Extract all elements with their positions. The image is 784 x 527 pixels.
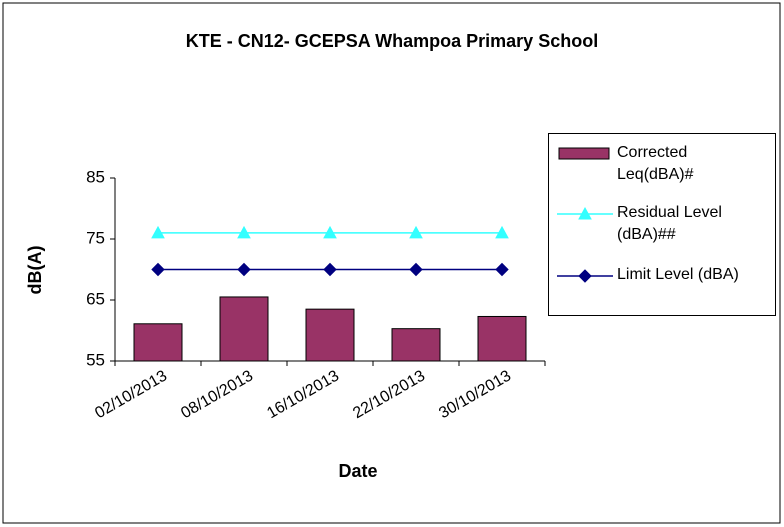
marker [151, 262, 165, 277]
y-tick-label: 85 [86, 167, 105, 186]
marker [495, 225, 509, 239]
legend: Corrected Leq(dBA)# Residual Level (dBA)#… [548, 133, 776, 316]
legend-icon [557, 269, 613, 283]
marker [409, 225, 423, 239]
y-tick-label: 55 [86, 350, 105, 369]
y-tick-label: 65 [86, 289, 105, 308]
legend-icon [557, 206, 613, 220]
marker [578, 206, 592, 220]
marker [151, 225, 165, 239]
marker [323, 225, 337, 239]
marker [237, 262, 251, 277]
bar [477, 315, 527, 362]
chart-title: KTE - CN12- GCEPSA Whampoa Primary Schoo… [186, 31, 598, 51]
legend-label: Limit Level (dBA) [617, 266, 739, 283]
marker [409, 262, 423, 277]
marker [237, 225, 251, 239]
legend-label: Corrected Leq(dBA)# [617, 144, 694, 183]
bar [219, 296, 269, 362]
x-axis-label: Date [338, 461, 377, 481]
marker [495, 262, 509, 277]
y-axis-label: dB(A) [25, 246, 45, 295]
legend-swatch [558, 147, 610, 160]
marker [323, 262, 337, 277]
legend-label: Residual Level (dBA)## [617, 204, 722, 243]
y-tick-label: 75 [86, 228, 105, 247]
marker [578, 269, 592, 283]
bar [133, 323, 183, 362]
legend-icon [558, 147, 610, 160]
bar [305, 308, 355, 362]
bar [391, 328, 441, 362]
